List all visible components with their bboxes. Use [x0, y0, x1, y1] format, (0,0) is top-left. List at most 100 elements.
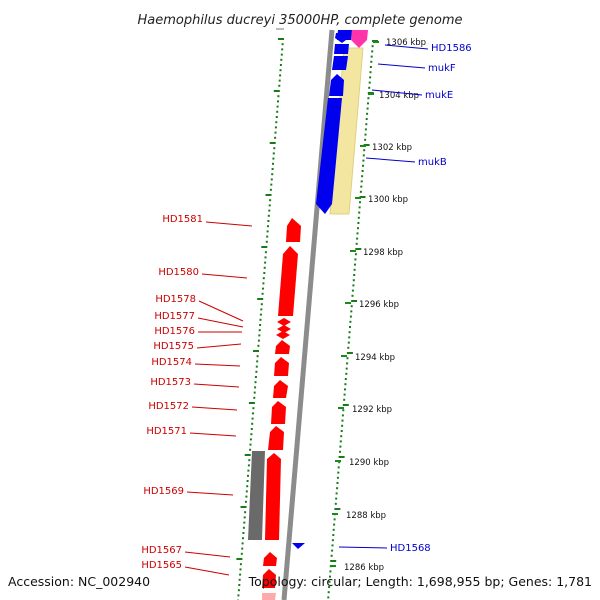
minor-tick	[239, 568, 242, 571]
gene-label-hd1565[interactable]: HD1565	[141, 560, 182, 571]
minor-tick	[365, 123, 368, 126]
gene-label-hd1574[interactable]: HD1574	[151, 357, 192, 368]
pink-feature-arrow[interactable]	[351, 40, 367, 48]
accession-text: Accession: NC_002940	[8, 574, 150, 589]
minor-tick	[350, 305, 353, 308]
gene-red-hd1578[interactable]	[277, 318, 291, 326]
minor-tick	[255, 365, 258, 368]
gene-label-hd1568[interactable]: HD1568	[390, 543, 431, 554]
gene-red-hd1573[interactable]	[273, 380, 288, 398]
minor-tick	[249, 448, 252, 451]
gene-label-hd1578[interactable]: HD1578	[155, 294, 196, 305]
minor-tick	[361, 170, 364, 172]
gene-red-hd1571[interactable]	[268, 426, 284, 450]
gene-red-hd1565[interactable]	[262, 569, 276, 588]
minor-tick	[280, 58, 283, 61]
gene-red-hd1572[interactable]	[271, 401, 286, 424]
minor-tick	[345, 367, 348, 370]
minor-tick	[364, 133, 367, 136]
minor-tick	[356, 232, 359, 235]
gene-label-hd1581[interactable]: HD1581	[162, 214, 203, 225]
minor-tick	[362, 159, 365, 162]
minor-tick	[253, 396, 256, 399]
gene-red-hd1567[interactable]	[263, 552, 277, 566]
minor-tick	[355, 242, 358, 245]
minor-tick	[247, 469, 250, 472]
minor-tick	[353, 274, 356, 276]
minor-tick	[245, 495, 248, 498]
minor-tick	[258, 329, 261, 332]
pink-feature[interactable]	[351, 30, 368, 40]
gene-red-hd1577[interactable]	[277, 325, 291, 333]
minor-tick	[329, 570, 332, 573]
kbp-tick	[345, 302, 351, 304]
topology-text: Topology: circular; Length: 1,698,955 bp…	[248, 574, 592, 589]
gene-grey-pseudo[interactable]	[248, 451, 265, 540]
minor-tick	[278, 84, 281, 87]
gene-blue-mukF-a[interactable]	[334, 44, 349, 54]
leader-line	[193, 383, 240, 388]
minor-tick	[279, 64, 282, 66]
minor-tick	[336, 482, 339, 484]
minor-tick	[343, 398, 346, 401]
major-tick	[346, 352, 353, 354]
minor-tick	[359, 190, 362, 193]
minor-tick	[344, 388, 346, 391]
minor-tick	[271, 173, 274, 176]
gene-label-hd1571[interactable]: HD1571	[146, 426, 187, 437]
gene-red-hd1581[interactable]	[286, 218, 301, 242]
minor-tick	[361, 175, 364, 178]
minor-tick	[275, 116, 278, 118]
minor-tick	[268, 209, 271, 212]
gene-blue-mukE[interactable]	[329, 74, 344, 96]
major-tick	[330, 560, 337, 562]
gene-label-hd1569[interactable]: HD1569	[143, 486, 184, 497]
gene-label-hd1575[interactable]: HD1575	[153, 341, 194, 352]
minor-tick	[264, 251, 267, 254]
minor-tick	[332, 534, 335, 536]
minor-tick	[337, 466, 340, 469]
kbp-tick	[355, 197, 361, 199]
gene-red-hd1569[interactable]	[265, 453, 281, 540]
minor-tick	[358, 206, 361, 209]
gene-label-hd1586[interactable]: HD1586	[431, 43, 472, 54]
gene-label-mukE[interactable]: mukE	[425, 90, 453, 101]
minor-tick	[244, 500, 247, 503]
kbp-label: 1288 kbp	[346, 511, 386, 521]
minor-tick	[364, 128, 367, 131]
major-tick	[278, 38, 284, 40]
gene-label-mukB[interactable]: mukB	[418, 157, 447, 168]
gene-red-hd1575[interactable]	[275, 340, 290, 354]
gene-blue-mukF-b[interactable]	[332, 56, 348, 70]
minor-tick	[370, 55, 373, 58]
gene-label-hd1567[interactable]: HD1567	[141, 545, 182, 556]
gene-blue-mukB[interactable]	[316, 98, 342, 214]
gene-label-hd1580[interactable]: HD1580	[158, 267, 199, 278]
gene-red-hd1576[interactable]	[276, 331, 290, 339]
minor-tick	[358, 211, 361, 214]
kbp-label: 1298 kbp	[363, 248, 403, 258]
gene-label-hd1573[interactable]: HD1573	[150, 377, 191, 388]
minor-tick	[359, 201, 361, 204]
gene-blue-hd1568[interactable]	[292, 543, 305, 549]
gene-label-mukF[interactable]: mukF	[428, 63, 456, 74]
minor-tick	[254, 386, 257, 389]
minor-tick	[241, 542, 244, 545]
minor-tick	[251, 422, 254, 425]
gene-label-hd1576[interactable]: HD1576	[154, 326, 195, 337]
minor-tick	[259, 324, 262, 326]
minor-tick	[254, 376, 257, 378]
minor-tick	[274, 126, 277, 129]
gene-red-bottom[interactable]	[262, 593, 276, 600]
gene-red-hd1574[interactable]	[274, 357, 289, 376]
minor-tick	[237, 594, 240, 597]
leader-line	[189, 432, 237, 437]
minor-tick	[360, 185, 363, 188]
kbp-tick	[332, 513, 338, 515]
gene-red-hd1580[interactable]	[278, 246, 298, 316]
gene-label-hd1577[interactable]: HD1577	[154, 311, 195, 322]
gene-label-hd1572[interactable]: HD1572	[148, 401, 189, 412]
gene-blue-top[interactable]	[335, 33, 350, 43]
minor-tick	[279, 69, 282, 72]
minor-tick	[270, 183, 273, 186]
